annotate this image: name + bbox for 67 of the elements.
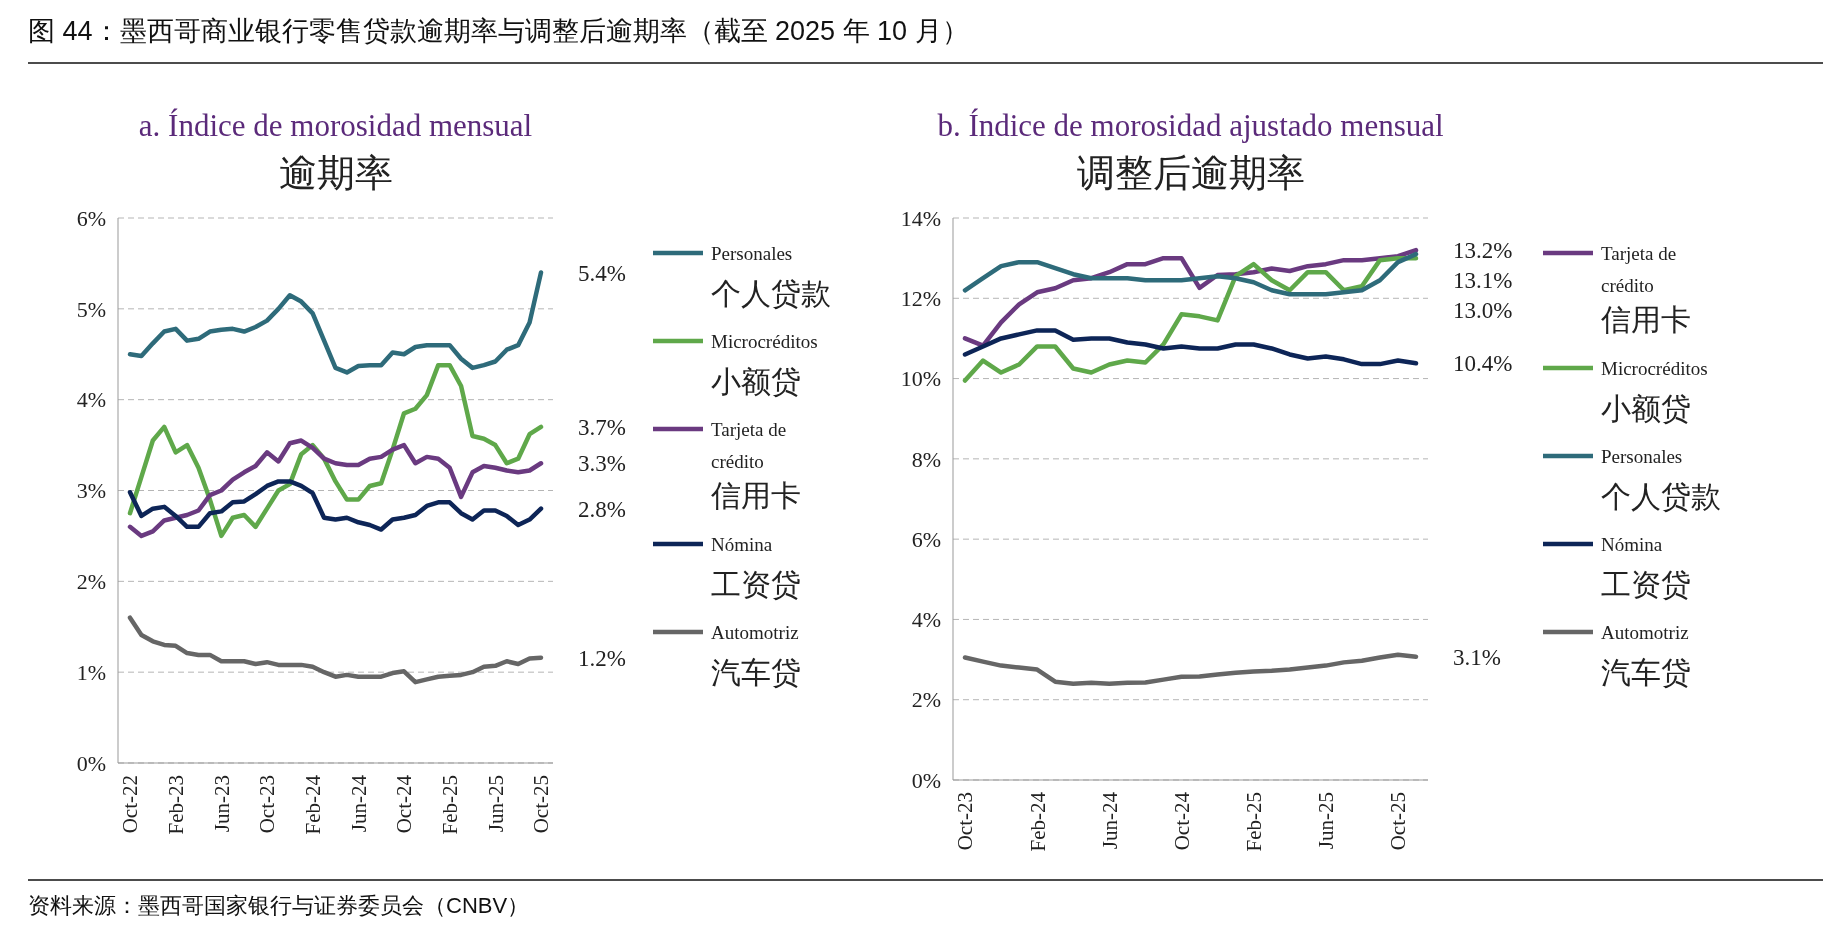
- x-tick-label: Oct-24: [392, 774, 417, 834]
- data-label: 3.7%: [578, 414, 626, 440]
- legend-label: Nómina 工资贷: [711, 533, 801, 601]
- x-tick-label: Feb-24: [301, 774, 326, 835]
- y-tick-label: 0%: [76, 750, 106, 776]
- line-series: [962, 251, 1419, 297]
- legend-label: Tarjeta de crédito 信用卡: [1601, 242, 1691, 336]
- x-tick-label: Oct-24: [1169, 791, 1194, 851]
- x-tick-label: Feb-23: [164, 775, 189, 835]
- x-tick-label: Jun-24: [346, 774, 371, 833]
- chart-subtitle: 逾期率: [278, 152, 393, 194]
- x-tick-label: Feb-24: [1025, 791, 1050, 852]
- y-tick-label: 10%: [900, 366, 941, 392]
- x-tick-label: Oct-22: [118, 775, 143, 834]
- x-tick-label: Jun-25: [483, 775, 508, 833]
- x-tick-label: Oct-23: [255, 775, 280, 834]
- legend-label: Personales 个人贷款: [1601, 445, 1721, 513]
- y-tick-label: 0%: [911, 767, 941, 793]
- y-tick-label: 14%: [900, 205, 941, 231]
- legend-label: Automotriz 汽车贷: [1601, 621, 1691, 689]
- x-tick-label: Feb-25: [1241, 792, 1266, 852]
- legend-label: Tarjeta de crédito 信用卡: [711, 418, 801, 512]
- y-tick-label: 1%: [76, 659, 106, 685]
- text: 资料来源：墨西哥国家银行与证券委员会（CNBV）: [28, 893, 530, 918]
- data-label: 13.1%: [1453, 268, 1513, 294]
- caption: 图 44：墨西哥商业银行零售贷款逾期率与调整后逾期率（截至 2025 年 10 月）: [28, 16, 969, 46]
- x-tick-label: Jun-24: [1097, 791, 1122, 850]
- legend-label: Personales 个人贷款: [711, 242, 831, 310]
- data-label: 1.2%: [578, 645, 626, 671]
- legend-label: Microcréditos 小额贷: [711, 330, 818, 398]
- line-series: [127, 479, 544, 532]
- y-tick-label: 4%: [911, 607, 941, 633]
- y-tick-label: 2%: [76, 569, 106, 595]
- chart-title: b. Índice de morosidad ajustado mensual: [937, 108, 1444, 143]
- data-label: 5.4%: [578, 260, 626, 286]
- line-series: [962, 255, 1419, 383]
- y-tick-label: 2%: [911, 687, 941, 713]
- y-tick-label: 6%: [911, 526, 941, 552]
- line-series: [962, 328, 1419, 367]
- x-tick-label: Feb-25: [438, 775, 463, 835]
- x-tick-label: Oct-23: [953, 792, 978, 851]
- x-tick-label: Oct-25: [1386, 792, 1411, 851]
- y-tick-label: 3%: [76, 478, 106, 504]
- line-series: [127, 438, 544, 539]
- line-series: [127, 270, 544, 375]
- y-tick-label: 8%: [911, 446, 941, 472]
- data-label: 13.0%: [1453, 298, 1513, 324]
- y-tick-label: 6%: [76, 205, 106, 231]
- data-label: 10.4%: [1453, 351, 1513, 377]
- x-tick-label: Jun-25: [1314, 792, 1339, 850]
- legend-label: Automotriz 汽车贷: [711, 621, 801, 689]
- legend-label: Microcréditos 小额贷: [1601, 357, 1708, 425]
- line-series: [127, 615, 544, 685]
- data-label: 3.3%: [578, 451, 626, 477]
- chart-title: a. Índice de morosidad mensual: [138, 108, 533, 143]
- x-tick-label: Oct-25: [529, 775, 554, 834]
- data-label: 3.1%: [1453, 644, 1501, 670]
- data-label: 13.2%: [1453, 238, 1513, 264]
- y-tick-label: 5%: [76, 296, 106, 322]
- line-series: [962, 652, 1419, 686]
- chart-subtitle: 调整后逾期率: [1076, 152, 1305, 194]
- legend-label: Nómina 工资贷: [1601, 533, 1691, 601]
- data-label: 2.8%: [578, 496, 626, 522]
- y-tick-label: 12%: [900, 285, 941, 311]
- y-tick-label: 4%: [76, 387, 106, 413]
- line-series: [127, 362, 544, 539]
- x-tick-label: Jun-23: [209, 775, 234, 833]
